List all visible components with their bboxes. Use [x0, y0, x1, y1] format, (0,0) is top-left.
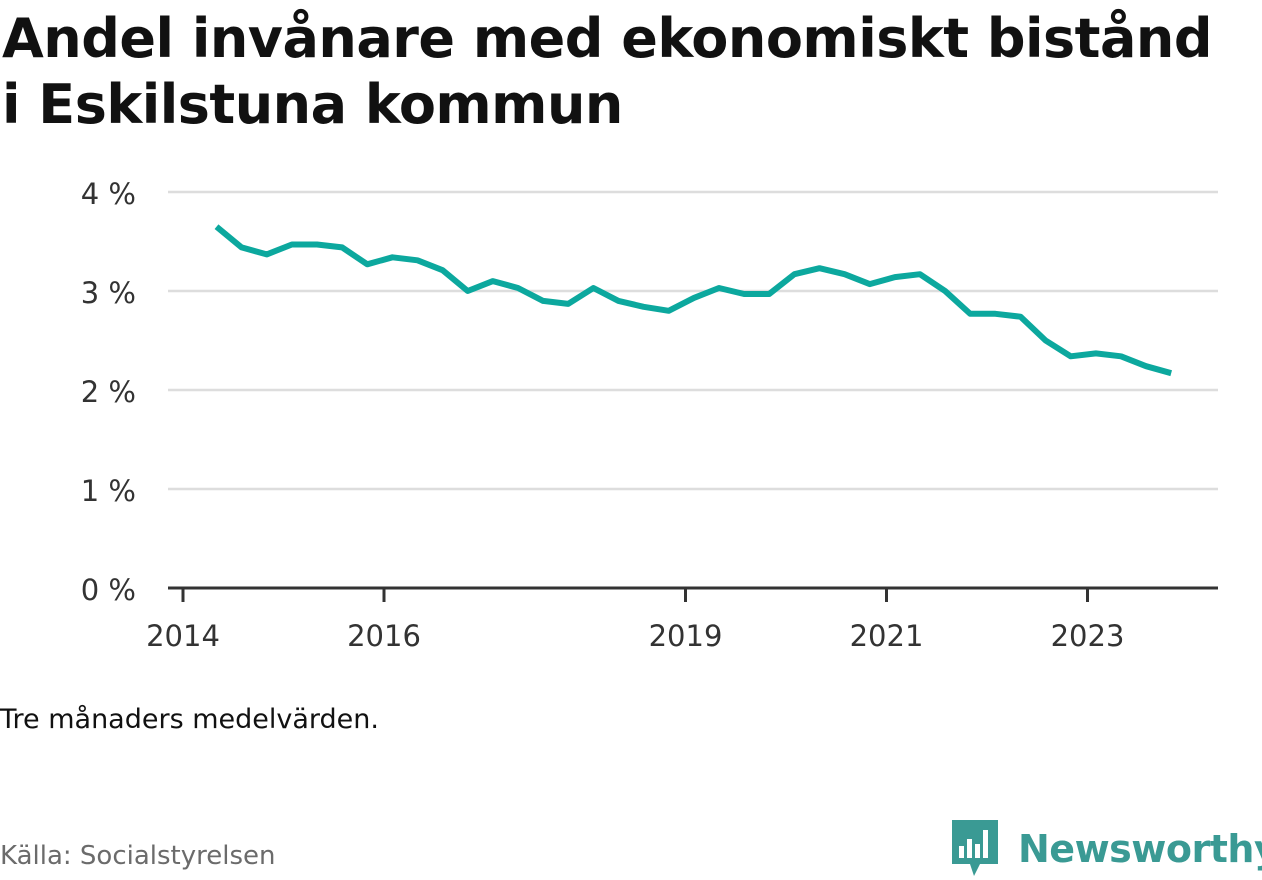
data-point	[616, 298, 622, 304]
data-point	[465, 288, 471, 294]
data-point	[892, 274, 898, 280]
gridlines	[168, 190, 1218, 491]
series-layer	[214, 224, 1174, 377]
data-point	[1018, 314, 1024, 320]
data-point	[766, 291, 772, 297]
data-point	[214, 224, 220, 230]
y-tick-label: 2 %	[81, 375, 136, 409]
data-point	[264, 251, 270, 257]
x-tick-label: 2016	[347, 619, 421, 653]
x-tick-label: 2021	[850, 619, 924, 653]
data-point	[867, 281, 873, 287]
data-point	[917, 271, 923, 277]
data-point	[741, 291, 747, 297]
data-point	[239, 244, 245, 250]
data-point	[992, 311, 998, 317]
data-point	[666, 308, 672, 314]
data-point	[590, 285, 596, 291]
data-point	[1143, 363, 1149, 369]
data-point	[691, 295, 697, 301]
y-tick-label: 4 %	[81, 177, 136, 211]
x-tick-label: 2023	[1051, 619, 1125, 653]
data-point	[641, 304, 647, 310]
chart-title: Andel invånare med ekonomiskt bistånd i …	[2, 7, 1213, 136]
x-tick-label: 2014	[146, 619, 220, 653]
data-point	[1043, 338, 1049, 344]
data-point	[716, 285, 722, 291]
source-text: Källa: Socialstyrelsen	[0, 841, 276, 871]
data-point	[1068, 353, 1074, 359]
newsworthy-logo[interactable]: Newsworthy	[950, 818, 1262, 880]
y-tick-label: 1 %	[81, 474, 136, 508]
data-point	[817, 265, 823, 271]
data-point	[415, 257, 421, 263]
data-point	[791, 271, 797, 277]
data-point	[565, 301, 571, 307]
data-point	[490, 278, 496, 284]
brand-name: Newsworthy	[1018, 827, 1262, 871]
data-point	[1168, 370, 1174, 376]
chart-note: Tre månaders medelvärden.	[0, 704, 379, 735]
data-point	[289, 242, 295, 248]
data-point	[515, 285, 521, 291]
data-point	[1118, 353, 1124, 359]
data-point	[314, 242, 320, 248]
data-point	[967, 311, 973, 317]
series-line	[214, 224, 1173, 377]
y-axis-ticks: 0 % 1 % 2 % 3 % 4 %	[81, 177, 136, 607]
data-point	[339, 244, 345, 250]
data-point	[364, 261, 370, 267]
data-point	[440, 267, 446, 273]
chart-speech-bubble-icon	[952, 820, 998, 876]
data-point	[1093, 350, 1099, 356]
line-chart: 0 % 1 % 2 % 3 % 4 % 2014 2016 2019 2021 2023	[81, 177, 1218, 653]
data-point	[842, 271, 848, 277]
data-point	[540, 298, 546, 304]
y-tick-label: 3 %	[81, 276, 136, 310]
data-point	[942, 288, 948, 294]
x-tick-label: 2019	[649, 619, 723, 653]
data-point	[389, 254, 395, 260]
x-axis: 2014 2016 2019 2021 2023	[146, 586, 1218, 653]
y-tick-label: 0 %	[81, 573, 136, 607]
